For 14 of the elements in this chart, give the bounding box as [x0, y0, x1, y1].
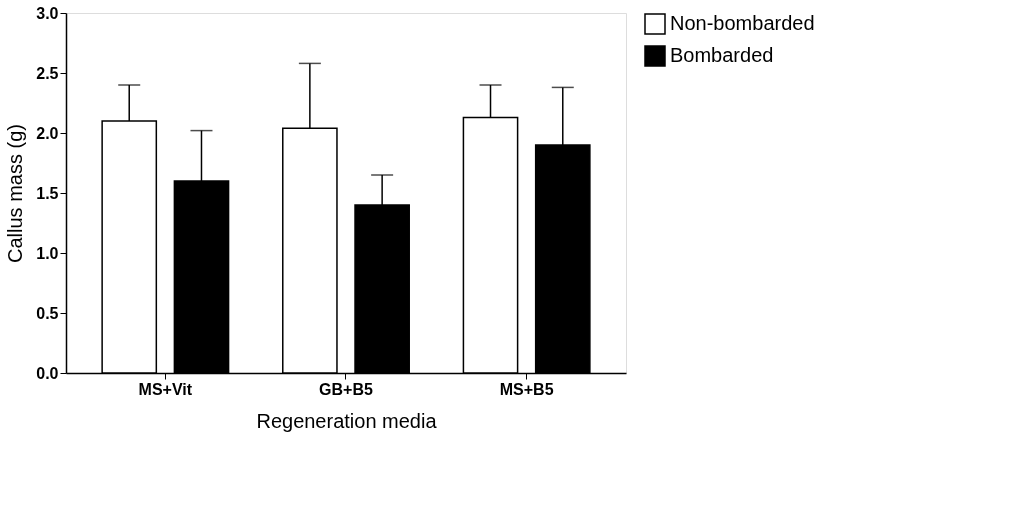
- y-tick-label: 0.0: [36, 364, 59, 382]
- x-axis-title: Regeneration media: [256, 409, 438, 432]
- x-tick-label: GB+B5: [319, 380, 373, 398]
- legend-label: Non-bombarded: [670, 12, 815, 34]
- y-axis-title: Callus mass (g): [4, 124, 27, 263]
- legend-label: Bombarded: [670, 44, 774, 66]
- y-tick-label: 0.5: [36, 304, 59, 322]
- y-tick-label: 1.5: [36, 184, 59, 202]
- x-tick-label: MS+B5: [499, 380, 554, 398]
- y-tick-label: 3.0: [36, 4, 59, 22]
- y-tick-label: 2.5: [36, 64, 59, 82]
- y-tick-label: 1.0: [36, 244, 59, 262]
- x-tick-label: MS+Vit: [138, 380, 193, 398]
- y-tick-label: 2.0: [36, 124, 59, 142]
